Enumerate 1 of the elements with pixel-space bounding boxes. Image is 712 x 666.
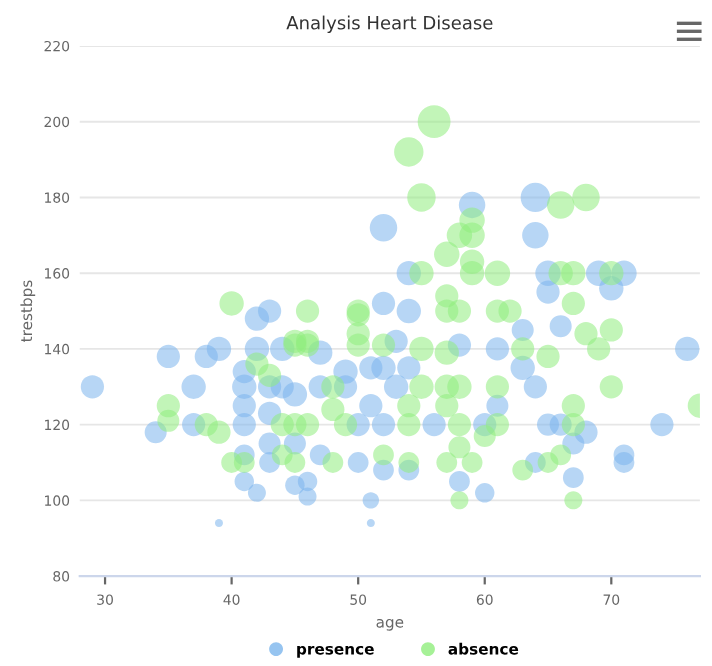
chart-title: Analysis Heart Disease <box>286 15 493 34</box>
